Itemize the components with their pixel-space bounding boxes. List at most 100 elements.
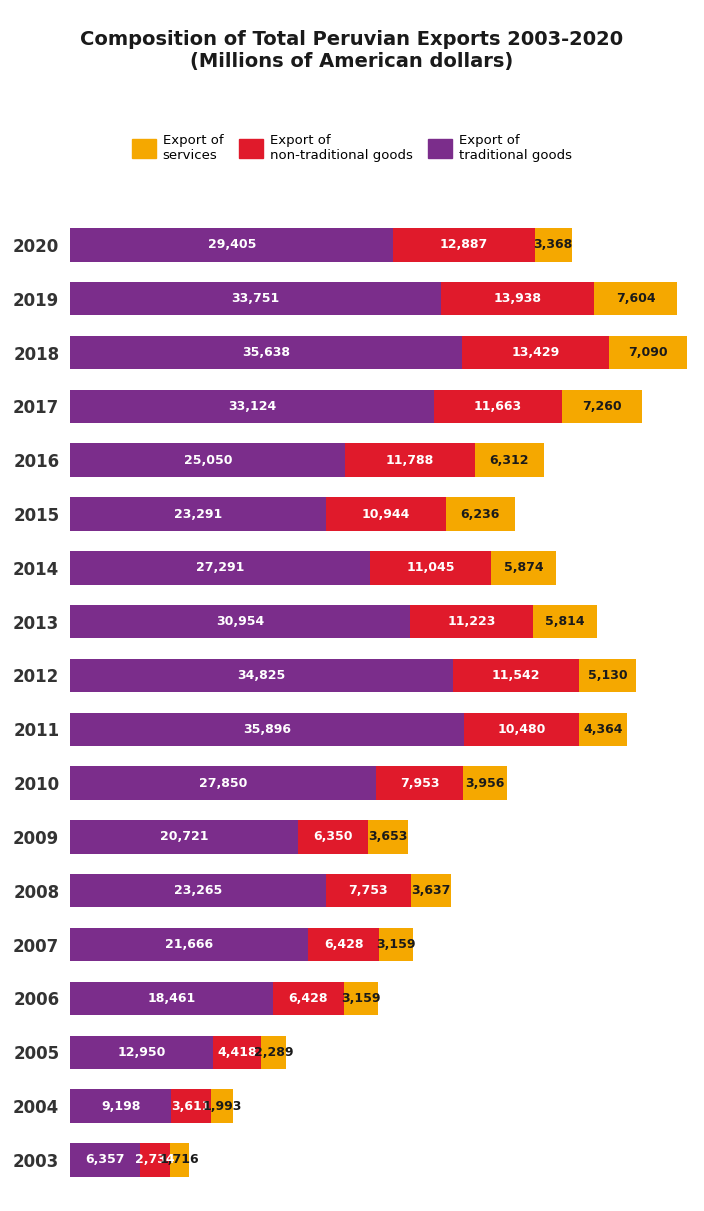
Text: 12,950: 12,950 — [118, 1046, 165, 1058]
Text: 20,721: 20,721 — [160, 831, 208, 843]
Bar — [70, 390, 434, 423]
Bar — [70, 606, 410, 638]
Text: 3,956: 3,956 — [465, 776, 505, 790]
Text: 1,716: 1,716 — [160, 1153, 199, 1166]
Text: 35,896: 35,896 — [244, 723, 291, 736]
Text: 1,993: 1,993 — [202, 1100, 241, 1113]
Text: 12,887: 12,887 — [440, 239, 488, 252]
Text: 35,638: 35,638 — [242, 346, 290, 358]
Bar — [393, 228, 534, 262]
Bar — [410, 606, 534, 638]
Bar — [70, 1090, 171, 1123]
Text: 10,480: 10,480 — [498, 723, 546, 736]
Bar — [170, 1143, 189, 1177]
Text: 6,428: 6,428 — [289, 992, 328, 1005]
Bar — [441, 282, 594, 315]
Bar — [70, 982, 273, 1015]
Text: 4,418: 4,418 — [217, 1046, 257, 1058]
Text: 2,734: 2,734 — [135, 1153, 175, 1166]
Text: 10,944: 10,944 — [362, 507, 410, 521]
Text: 5,874: 5,874 — [503, 562, 543, 574]
Text: 29,405: 29,405 — [208, 239, 256, 252]
Text: 25,050: 25,050 — [184, 454, 232, 466]
Bar — [171, 1090, 211, 1123]
Text: 27,850: 27,850 — [199, 776, 247, 790]
Text: 7,090: 7,090 — [628, 346, 667, 358]
Text: 11,045: 11,045 — [406, 562, 455, 574]
Text: 6,357: 6,357 — [86, 1153, 125, 1166]
Text: 3,653: 3,653 — [368, 831, 408, 843]
Bar — [379, 928, 413, 962]
Text: 33,751: 33,751 — [232, 292, 279, 305]
Text: 5,814: 5,814 — [546, 615, 585, 629]
Text: 7,753: 7,753 — [348, 884, 388, 897]
Bar — [70, 551, 370, 585]
Bar — [326, 874, 411, 907]
Bar — [534, 606, 597, 638]
Bar — [453, 659, 579, 693]
Text: 2,289: 2,289 — [254, 1046, 294, 1058]
Text: 11,223: 11,223 — [448, 615, 496, 629]
Text: 3,637: 3,637 — [411, 884, 451, 897]
Bar — [211, 1090, 233, 1123]
Bar — [463, 767, 507, 799]
Text: 6,236: 6,236 — [460, 507, 500, 521]
Text: 11,663: 11,663 — [474, 400, 522, 413]
Bar — [370, 551, 491, 585]
Bar — [70, 820, 298, 854]
Bar — [70, 767, 376, 799]
Text: 7,604: 7,604 — [616, 292, 655, 305]
Bar — [376, 767, 463, 799]
Text: 6,428: 6,428 — [324, 939, 363, 951]
Text: 23,291: 23,291 — [174, 507, 222, 521]
Text: 5,130: 5,130 — [588, 668, 627, 682]
Bar — [70, 335, 462, 369]
Text: 7,260: 7,260 — [582, 400, 622, 413]
Legend: Export of
services, Export of
non-traditional goods, Export of
traditional goods: Export of services, Export of non-tradit… — [132, 133, 572, 162]
Bar — [70, 874, 326, 907]
Text: 11,542: 11,542 — [492, 668, 540, 682]
Text: 27,291: 27,291 — [196, 562, 244, 574]
Bar — [140, 1143, 170, 1177]
Bar — [579, 659, 636, 693]
Text: 3,611: 3,611 — [172, 1100, 211, 1113]
Text: 9,198: 9,198 — [101, 1100, 141, 1113]
Bar — [70, 712, 465, 746]
Text: 13,429: 13,429 — [511, 346, 560, 358]
Text: 33,124: 33,124 — [228, 400, 277, 413]
Bar — [326, 498, 446, 530]
Bar — [70, 228, 393, 262]
Bar — [70, 443, 346, 477]
Text: Composition of Total Peruvian Exports 2003-2020
(Millions of American dollars): Composition of Total Peruvian Exports 20… — [80, 30, 624, 71]
Bar — [367, 820, 408, 854]
Bar — [261, 1035, 286, 1069]
Bar — [474, 443, 544, 477]
Bar — [609, 335, 687, 369]
Bar — [273, 982, 344, 1015]
Bar — [298, 820, 367, 854]
Text: 6,350: 6,350 — [313, 831, 353, 843]
Text: 21,666: 21,666 — [165, 939, 213, 951]
Text: 3,159: 3,159 — [377, 939, 416, 951]
Text: 3,159: 3,159 — [341, 992, 381, 1005]
Bar — [434, 390, 562, 423]
Text: 11,788: 11,788 — [386, 454, 434, 466]
Bar — [70, 498, 326, 530]
Bar — [70, 1035, 213, 1069]
Bar — [491, 551, 555, 585]
Bar — [344, 982, 378, 1015]
Bar — [70, 928, 308, 962]
Bar — [70, 1143, 140, 1177]
Bar — [346, 443, 474, 477]
Bar — [308, 928, 379, 962]
Bar — [465, 712, 579, 746]
Text: 4,364: 4,364 — [584, 723, 623, 736]
Bar — [70, 282, 441, 315]
Text: 7,953: 7,953 — [400, 776, 439, 790]
Text: 34,825: 34,825 — [237, 668, 286, 682]
Text: 3,368: 3,368 — [534, 239, 573, 252]
Text: 13,938: 13,938 — [494, 292, 541, 305]
Bar — [411, 874, 451, 907]
Text: 23,265: 23,265 — [174, 884, 222, 897]
Bar — [579, 712, 627, 746]
